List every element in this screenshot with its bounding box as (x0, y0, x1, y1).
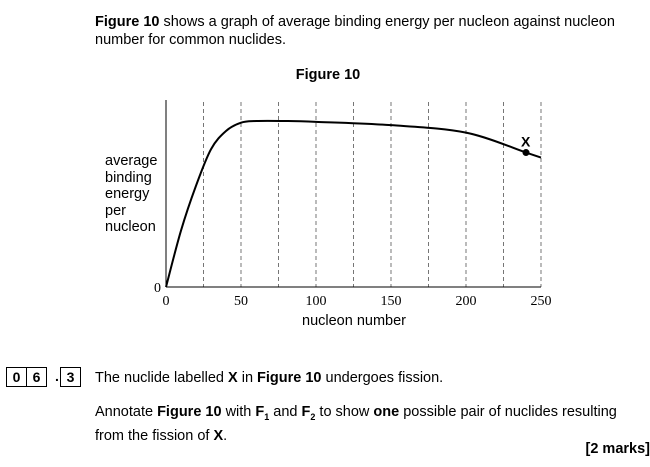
x-tick-label: 100 (306, 294, 327, 309)
annot-f2: F2 (301, 404, 316, 422)
binding-energy-chart: 0 50 100 150 200 250 0 X nucleon number (154, 100, 552, 329)
y-label-line: average (105, 153, 158, 169)
q-text-part: undergoes fission. (321, 370, 444, 386)
question-dot: . (55, 368, 59, 384)
annot-sub: 2 (310, 411, 316, 422)
y-axis-label: average binding energy per nucleon (105, 153, 157, 236)
point-x-marker (522, 149, 530, 157)
x-tick-label: 200 (456, 294, 477, 309)
chart-grid (203, 102, 542, 287)
y-label-line: per (105, 202, 126, 219)
marks-label: [2 marks] (585, 441, 650, 457)
annot-part: with (221, 404, 256, 420)
x-tick-labels: 0 50 100 150 200 250 (163, 294, 552, 309)
binding-energy-curve (165, 119, 542, 288)
annot-part: to show (315, 404, 374, 420)
point-x-label: X (521, 134, 531, 150)
q-text-bold: X (228, 370, 238, 386)
intro-rest: shows a graph of average binding energy … (95, 14, 615, 48)
x-tick-label: 250 (531, 294, 552, 309)
annot-bold: Figure 10 (157, 404, 222, 420)
intro-figure-ref: Figure 10 (95, 14, 160, 30)
q-text-part: in (237, 370, 258, 386)
x-axis-label: nucleon number (302, 313, 406, 329)
question-number-box-b: 3 (60, 367, 81, 387)
y-label-line: binding (105, 169, 152, 186)
intro-text: Figure 10 shows a graph of average bindi… (95, 13, 640, 49)
annot-bold: one (373, 404, 400, 420)
question-number-box-a: 0 6 (6, 367, 47, 387)
question-digit: 6 (26, 368, 46, 386)
annot-part: . (223, 427, 228, 444)
annot-bold: X (213, 427, 224, 444)
figure-title: Figure 10 (295, 67, 361, 83)
question-text: The nuclide labelled X in Figure 10 unde… (95, 370, 443, 386)
annotate-instruction: Annotate Figure 10 with F1 and F2 to sho… (95, 403, 640, 446)
y-label-line: nucleon (105, 219, 156, 235)
annot-f: F (301, 404, 311, 420)
annot-part: Annotate (95, 404, 158, 420)
q-text-bold: Figure 10 (257, 370, 322, 386)
y-label-line: energy (105, 186, 150, 202)
annot-f1: F1 (255, 404, 270, 422)
q-text-part: The nuclide labelled (95, 370, 229, 386)
x-tick-label: 0 (163, 294, 170, 309)
x-tick-label: 150 (381, 294, 402, 309)
annot-sub: 1 (264, 411, 270, 422)
x-tick-label: 50 (234, 294, 248, 309)
y-tick-label: 0 (154, 281, 161, 296)
annot-f: F (255, 404, 265, 420)
question-digit: 3 (66, 369, 75, 385)
annot-part: possible pair of nuclides resulting from… (95, 404, 617, 444)
question-digit: 0 (12, 369, 21, 385)
annot-part: and (269, 404, 302, 420)
